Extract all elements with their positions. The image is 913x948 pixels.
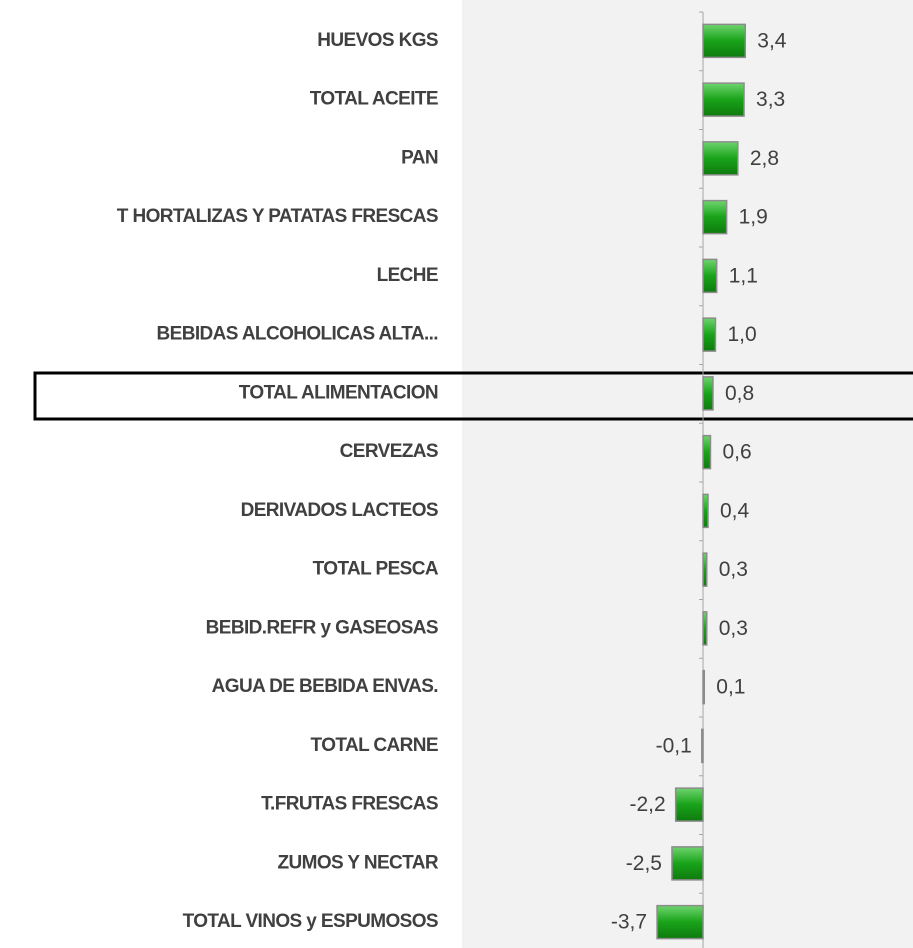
highlight-box (33, 371, 913, 421)
bar (702, 258, 718, 294)
bar (671, 846, 704, 881)
bar (702, 552, 708, 587)
category-label: TOTAL ACEITE (310, 89, 438, 110)
bar (702, 611, 708, 646)
bar (702, 82, 745, 117)
category-label: DERIVADOS LACTEOS (241, 500, 438, 521)
value-label: 2,8 (750, 147, 779, 170)
category-label: LECHE (377, 265, 438, 286)
category-label: CERVEZAS (340, 441, 438, 462)
value-label: -0,1 (656, 734, 692, 757)
bar (702, 317, 717, 352)
value-label: -3,7 (611, 911, 647, 934)
bar (702, 23, 747, 59)
category-label: TOTAL PESCA (313, 559, 439, 580)
category-label: BEBIDAS ALCOHOLICAS ALTA... (157, 324, 438, 345)
value-label: 1,1 (729, 264, 758, 287)
value-label: 0,6 (722, 441, 751, 464)
bar (656, 904, 704, 940)
category-label: PAN (401, 147, 438, 168)
value-label: 0,8 (725, 382, 754, 405)
category-label: T HORTALIZAS Y PATATAS FRESCAS (117, 206, 438, 227)
bar (702, 141, 739, 176)
bar (702, 376, 714, 411)
value-label: 3,4 (757, 29, 787, 52)
bar (702, 199, 728, 235)
category-label: ZUMOS Y NECTAR (277, 852, 438, 873)
value-label: 3,3 (756, 88, 785, 111)
bar (702, 669, 706, 705)
category-label: BEBID.REFR y GASEOSAS (206, 617, 438, 638)
value-label: 1,0 (727, 323, 756, 346)
bar (702, 493, 709, 529)
value-label: 0,3 (719, 558, 748, 581)
value-label: -2,5 (626, 852, 662, 875)
value-label: 1,9 (739, 206, 768, 229)
category-label: HUEVOS KGS (317, 30, 438, 51)
bar (701, 728, 704, 764)
value-label: 0,4 (720, 499, 750, 522)
category-label: TOTAL VINOS y ESPUMOSOS (183, 911, 438, 932)
category-label: T.FRUTAS FRESCAS (261, 794, 438, 815)
value-label: 0,1 (716, 676, 745, 699)
value-label: -2,2 (630, 793, 666, 816)
category-label: AGUA DE BEBIDA ENVAS. (212, 676, 438, 697)
bar (702, 434, 712, 470)
bar (674, 787, 704, 822)
category-label: TOTAL ALIMENTACION (239, 382, 438, 403)
value-label: 0,3 (719, 617, 748, 640)
category-label: TOTAL CARNE (311, 735, 438, 756)
